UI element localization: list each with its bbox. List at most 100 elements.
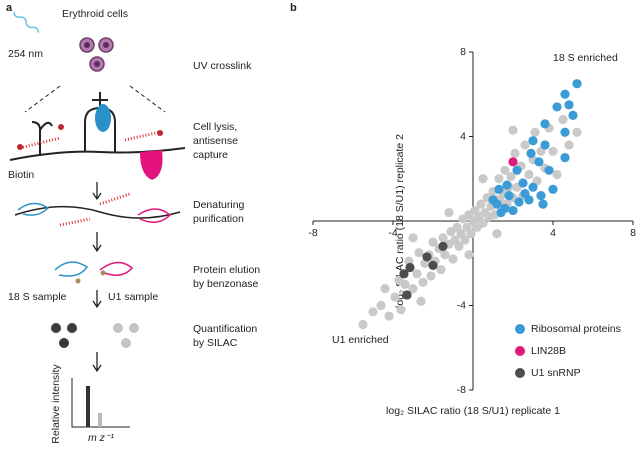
point <box>552 169 562 180</box>
point <box>460 235 470 245</box>
point <box>478 174 488 184</box>
cells-label: Erythroid cells <box>62 8 128 20</box>
point <box>436 264 446 275</box>
point <box>416 296 426 306</box>
point <box>568 110 578 120</box>
legend-swatch <box>515 368 525 378</box>
y-axis-label: log₂ SILAC ratio (18 S/U1) replicate 2 <box>394 134 406 308</box>
point <box>530 127 540 137</box>
wavelength: 254 nm <box>8 48 43 60</box>
arrow <box>92 290 102 309</box>
point <box>376 300 386 311</box>
step-label: antisense <box>193 135 238 147</box>
point <box>500 165 510 175</box>
legend-swatch <box>515 346 525 356</box>
point <box>534 157 544 167</box>
zoom-lines <box>24 85 166 113</box>
point <box>390 292 400 302</box>
point <box>520 188 530 199</box>
x-tick-label: -4 <box>388 227 397 239</box>
point <box>518 178 528 188</box>
y-tick-label: -8 <box>457 384 466 396</box>
point <box>508 205 518 216</box>
point <box>520 140 530 150</box>
spectrum-bar <box>98 413 102 427</box>
step-label: Quantification <box>193 323 257 335</box>
point <box>428 237 438 247</box>
point <box>488 195 498 205</box>
point <box>438 233 448 243</box>
point <box>558 115 568 125</box>
protein <box>95 104 111 132</box>
point <box>496 207 506 218</box>
point <box>408 284 418 294</box>
x-axis-label: log₂ SILAC ratio (18 S/U1) replicate 1 <box>386 405 560 417</box>
point <box>512 165 522 175</box>
point <box>564 100 574 110</box>
point <box>528 182 538 192</box>
point <box>504 191 514 201</box>
point <box>494 174 504 184</box>
y-tick-label: 8 <box>460 46 466 58</box>
point <box>426 271 436 281</box>
arrow <box>92 232 102 253</box>
step-label: UV crosslink <box>193 60 252 72</box>
point <box>438 241 448 251</box>
annotation: 18 S enriched <box>553 52 618 64</box>
step-label: Denaturing <box>193 199 245 211</box>
biotin-label: Biotin <box>8 169 34 181</box>
point <box>402 290 412 300</box>
point <box>414 248 424 258</box>
x-tick-label: -8 <box>308 227 317 239</box>
spectrum-x-label: m z⁻¹ <box>88 432 114 444</box>
protein <box>140 150 163 180</box>
arrow <box>92 182 102 201</box>
point <box>444 207 454 218</box>
point <box>528 136 538 146</box>
point <box>552 102 562 112</box>
point <box>408 233 418 243</box>
point <box>492 229 502 239</box>
point <box>494 184 504 194</box>
point <box>412 269 422 279</box>
point <box>476 199 486 209</box>
point <box>466 229 476 239</box>
probe <box>19 130 161 150</box>
point <box>384 311 394 321</box>
y-tick-label: -4 <box>457 299 466 311</box>
step-label: Cell lysis, <box>193 121 237 133</box>
point <box>536 191 546 201</box>
sample-label: U1 sample <box>108 291 158 303</box>
point <box>560 153 570 163</box>
steps: UV crosslink Cell lysis, antisense capture D… <box>193 60 260 349</box>
point <box>464 250 474 260</box>
point <box>380 284 390 294</box>
point <box>540 119 550 129</box>
point <box>572 79 582 89</box>
point <box>508 125 518 135</box>
point <box>396 305 406 315</box>
point <box>524 169 534 180</box>
point <box>440 250 450 260</box>
point <box>358 319 368 330</box>
point <box>418 277 428 287</box>
step-label: by benzonase <box>193 278 259 290</box>
y-tick-label: 4 <box>460 130 466 142</box>
point <box>508 157 518 167</box>
legend-label: LIN28B <box>531 345 566 357</box>
point <box>560 127 570 137</box>
x-tick-label: 4 <box>550 227 556 239</box>
point <box>544 165 554 175</box>
point <box>540 140 550 150</box>
point <box>502 180 512 190</box>
point <box>399 269 409 279</box>
spectrum-bar <box>86 386 90 427</box>
scatter-plot: -8 -4 4 8 -8 -4 4 8 log₂ SILAC ratio (18 S/U1) r… <box>308 46 636 417</box>
point <box>526 148 536 158</box>
sample-label: 18 S sample <box>8 291 67 303</box>
point <box>400 279 410 289</box>
legend-label: Ribosomal proteins <box>531 323 621 335</box>
point <box>560 89 570 99</box>
point <box>448 254 458 264</box>
